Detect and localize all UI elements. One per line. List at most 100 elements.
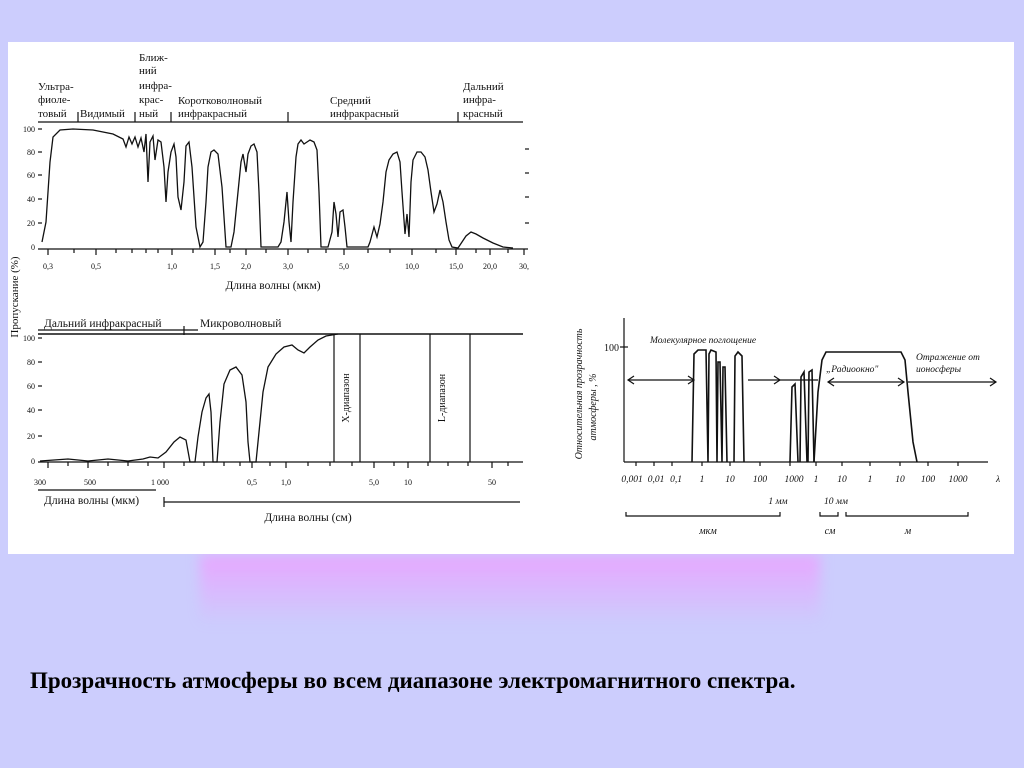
y-axis-label: Пропускание (%)	[9, 256, 21, 338]
top-transmission-curve	[41, 128, 514, 249]
slide-caption: Прозрачность атмосферы во всем диапазоне…	[30, 668, 796, 693]
x-tick-label: 1	[814, 475, 819, 485]
band-fir-3: красный	[463, 108, 503, 120]
x-tick-label: 0,3	[43, 262, 53, 271]
caption-glow	[200, 555, 820, 625]
x-tick-label: 100	[753, 475, 768, 485]
x-tick-label: 10	[895, 475, 905, 485]
bottom-transmission-curve	[39, 333, 339, 463]
x-tick-label: 1,0	[167, 262, 177, 271]
l-band-label: L-диапазон	[437, 373, 448, 422]
y-tick-label: 0	[31, 457, 35, 466]
band-nir-5: ный	[139, 108, 158, 120]
optical-window	[691, 348, 728, 463]
x-tick-label: 0,01	[648, 475, 665, 485]
top-x-ticks	[47, 249, 525, 255]
bottom-x-ticks	[47, 462, 509, 468]
reflection-label-1: Отражение от	[916, 353, 980, 363]
top-x-label: Длина волны (мкм)	[225, 280, 320, 292]
band-uv-1: Ультра-	[38, 81, 74, 93]
x-tick-label: 300	[34, 478, 46, 487]
m-bracket	[845, 512, 969, 517]
mark-10mm: 10 мм	[824, 497, 848, 507]
x-tick-label: 1	[868, 475, 873, 485]
y-tick-label: 80	[27, 148, 35, 157]
x-tick-label: 1 000	[151, 478, 169, 487]
x-tick-label: 15,0	[449, 262, 463, 271]
x-tick-label: 1	[700, 475, 705, 485]
top-y-tick-labels: 100 80 60 40 20 0	[23, 125, 35, 252]
x-tick-label: 30,	[519, 262, 529, 271]
band-fir-2: инфра-	[463, 94, 496, 106]
figure-svg: Ультра- фиоле- товый Видимый Ближ- ний и…	[9, 52, 1000, 537]
x-tick-label: 20,0	[483, 262, 497, 271]
x-tick-label: 0,5	[91, 262, 101, 271]
x-tick-label: 5,0	[339, 262, 349, 271]
right-y-label-1: Относительная прозрачность	[574, 328, 585, 459]
x-tick-label: 1,0	[281, 478, 291, 487]
y-tick-label: 60	[27, 171, 35, 180]
x-tick-label: 1,5	[210, 262, 220, 271]
y-tick-label: 40	[27, 195, 35, 204]
bottom-x-label-um: Длина волны (мкм)	[44, 495, 139, 507]
top-band-labels: Ультра- фиоле- товый Видимый Ближ- ний и…	[38, 52, 504, 120]
x-tick-label: 500	[84, 478, 96, 487]
right-x-ticks	[635, 462, 959, 466]
arrowhead	[626, 375, 635, 385]
mark-1mm: 1 мм	[768, 497, 787, 507]
arrowhead	[897, 377, 906, 387]
x-tick-label: 2,0	[241, 262, 251, 271]
y-tick-label: 100	[23, 334, 35, 343]
lambda-symbol: λ	[995, 475, 1000, 485]
y-tick-label: 100	[23, 125, 35, 134]
x-tick-label: 10	[725, 475, 735, 485]
right-x-tick-labels: 0,001 0,01 0,1 1 10 100 1000 1 10 1 10 1…	[621, 475, 1000, 485]
arrowhead	[989, 377, 998, 387]
x-tick-label: 10,0	[405, 262, 419, 271]
band-nir-1: Ближ-	[139, 52, 168, 64]
bottom-band-microwave: Микроволновый	[200, 318, 281, 330]
right-y-label-2: атмосферы , %	[588, 374, 599, 441]
reflection-label-2: ионосферы	[916, 364, 962, 375]
x-tick-label: 50	[488, 478, 496, 487]
molecular-absorption-label: Молекулярное поглощение	[649, 336, 756, 346]
band-swir-1: Коротковолновый	[178, 95, 262, 107]
unit-cm: см	[825, 526, 836, 537]
bottom-band-fir: Дальний инфракрасный	[44, 318, 162, 330]
cm-bracket	[819, 512, 839, 517]
x-tick-label: 3,0	[283, 262, 293, 271]
x-tick-label: 100	[921, 475, 936, 485]
band-nir-2: ний	[139, 65, 157, 77]
unit-mkm: мкм	[698, 526, 717, 537]
radio-window-curve	[813, 351, 918, 463]
right-y-tick-label: 100	[604, 343, 619, 354]
x-tick-label: 0,5	[247, 478, 257, 487]
x-tick-label: 10	[404, 478, 412, 487]
band-nir-3: инфра-	[139, 80, 172, 92]
y-tick-label: 20	[27, 432, 35, 441]
band-uv-3: товый	[38, 108, 67, 120]
submm-window	[789, 368, 815, 463]
y-tick-label: 60	[27, 382, 35, 391]
band-mir-2: инфракрасный	[330, 108, 399, 120]
figure-panel: Ультра- фиоле- товый Видимый Ближ- ний и…	[8, 42, 1014, 554]
bottom-y-tick-labels: 100 80 60 40 20 0	[23, 334, 35, 466]
y-tick-label: 80	[27, 358, 35, 367]
x-tick-label: 10	[837, 475, 847, 485]
x-tick-label: 0,1	[670, 475, 682, 485]
bottom-x-label-cm: Длина волны (см)	[264, 512, 352, 524]
ir-window	[733, 350, 745, 463]
x-band-label: X-диапазон	[341, 373, 352, 423]
y-tick-label: 40	[27, 406, 35, 415]
band-visible: Видимый	[80, 108, 125, 120]
y-tick-label: 20	[27, 219, 35, 228]
mkm-bracket	[625, 512, 781, 517]
radio-window-label: „Радиоокно"	[826, 364, 879, 375]
unit-m: м	[904, 526, 912, 537]
x-tick-label: 0,001	[621, 475, 642, 485]
top-x-tick-labels: 0,3 0,5 1,0 1,5 2,0 3,0 5,0 10,0 15,0 20…	[43, 262, 529, 271]
y-tick-label: 0	[31, 243, 35, 252]
arrowhead	[826, 377, 835, 387]
x-tick-label: 1000	[949, 475, 968, 485]
band-nir-4: крас-	[139, 94, 164, 106]
